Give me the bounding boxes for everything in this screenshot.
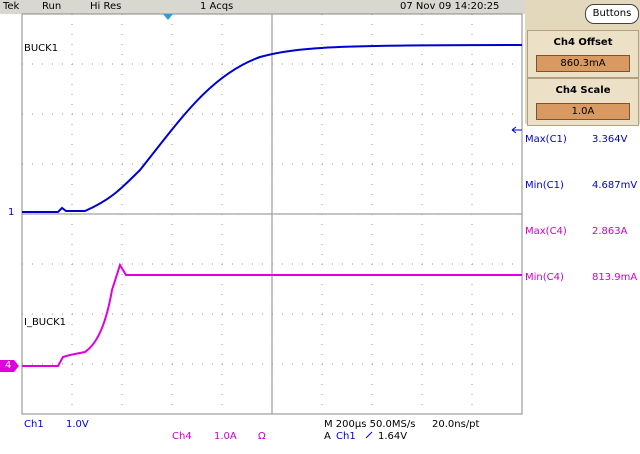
offset-value[interactable]: 860.3mA xyxy=(536,55,630,72)
timebase: M 200µs 50.0MS/s xyxy=(324,419,416,430)
meas-value: 2.863A xyxy=(592,226,628,237)
meas-label: Max(C4) xyxy=(525,226,567,237)
side-panel: Buttons Ch4 Offset 860.3mA Ch4 Scale 1.0… xyxy=(525,0,640,126)
acq-count: 1 Acqs xyxy=(200,1,234,12)
scale-section: Ch4 Scale 1.0A xyxy=(527,78,639,126)
ch4-trace xyxy=(22,262,522,367)
buttons-button[interactable]: Buttons xyxy=(585,4,639,24)
meas-value: 3.364V xyxy=(592,134,628,145)
ch1-trace xyxy=(22,44,523,213)
ch1-label: BUCK1 xyxy=(24,43,59,54)
status-bar xyxy=(0,0,640,14)
meas-label: Max(C1) xyxy=(525,134,567,145)
meas-value: 4.687mV xyxy=(592,180,638,191)
trigger-slope xyxy=(365,431,373,439)
acq-mode: Hi Res xyxy=(90,1,122,12)
ch1-scale: 1.0V xyxy=(66,419,89,430)
trigger-position xyxy=(163,14,173,20)
meas-label: Min(C4) xyxy=(525,272,564,283)
resolution: 20.0ns/pt xyxy=(432,419,480,430)
ch4-marker: 4 xyxy=(5,360,12,371)
meas-label: Min(C1) xyxy=(525,180,564,191)
scale-label: Ch4 Scale xyxy=(555,85,611,96)
trigger-source: Ch1 xyxy=(336,431,356,442)
offset-section: Ch4 Offset 860.3mA xyxy=(527,30,639,78)
ch4-name: Ch4 xyxy=(172,431,192,442)
trigger-level-text: 1.64V xyxy=(378,431,408,442)
scale-value[interactable]: 1.0A xyxy=(536,103,630,120)
brand: Tek xyxy=(3,1,20,12)
ch1-marker: 1 xyxy=(8,207,15,218)
trigger-mode: A xyxy=(324,431,331,442)
offset-label: Ch4 Offset xyxy=(553,37,613,48)
graticule-frame xyxy=(21,13,523,415)
datetime: 07 Nov 09 14:20:25 xyxy=(400,1,500,12)
ch4-scale: 1.0A xyxy=(214,431,237,442)
ch4-label: I_BUCK1 xyxy=(24,317,67,328)
ch4-impedance: Ω xyxy=(258,431,266,442)
meas-value: 813.9mA xyxy=(592,272,638,283)
run-state: Run xyxy=(42,1,62,12)
ch4-marker-box xyxy=(0,360,19,372)
ch1-name: Ch1 xyxy=(24,419,44,430)
trigger-level xyxy=(511,126,522,134)
